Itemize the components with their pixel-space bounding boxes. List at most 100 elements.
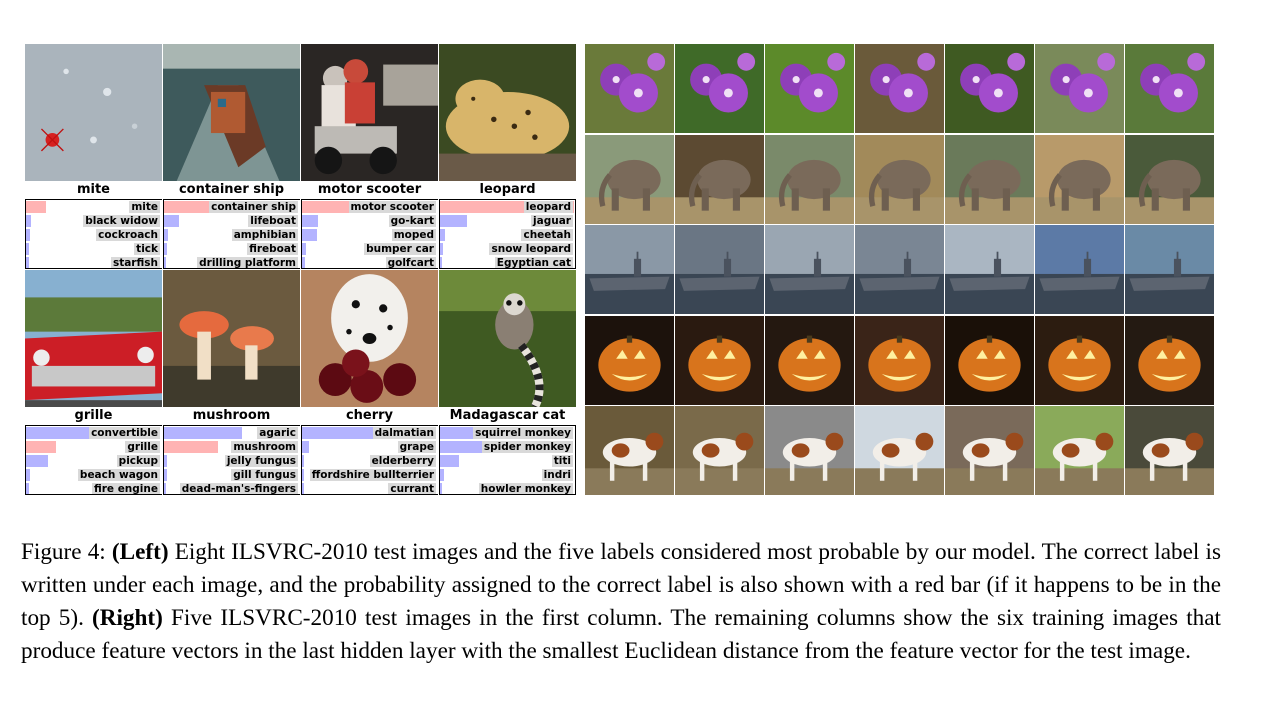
nearest-neighbor-image: [855, 225, 944, 314]
prediction-label: cockroach: [96, 229, 160, 241]
prediction-label: golfcart: [385, 257, 436, 269]
test-image: [25, 270, 162, 407]
prediction-label: leopard: [523, 201, 573, 213]
nearest-neighbor-image: [945, 134, 1034, 224]
probability-bar: [164, 243, 167, 255]
prediction-label: gill fungus: [231, 469, 298, 481]
prediction-row: bumper car: [302, 242, 438, 256]
correct-probability-bar: [164, 441, 218, 453]
test-image-cell: cherry dalmatian grape elderberry ffordshire…: [301, 270, 438, 495]
correct-label: mushroom: [163, 407, 300, 425]
prediction-label: indri: [541, 469, 573, 481]
prediction-label: lifeboat: [248, 215, 298, 227]
prediction-label: currant: [388, 483, 436, 495]
nearest-neighbor-image: [765, 406, 854, 495]
probability-bar: [440, 441, 485, 453]
prediction-row: tick: [26, 242, 162, 256]
test-image: [301, 44, 438, 181]
test-image: [163, 44, 300, 181]
nearest-neighbor-image: [1035, 44, 1124, 133]
prediction-label: tick: [134, 243, 160, 255]
probability-bar: [302, 441, 309, 453]
probability-bar: [440, 483, 442, 494]
prediction-row: grape: [302, 440, 438, 454]
left-panel: mite mite black widow cockroach tick starfish…: [25, 44, 578, 495]
nearest-neighbor-image: [855, 315, 944, 405]
prediction-row: jelly fungus: [164, 454, 300, 468]
prediction-label: snow leopard: [489, 243, 573, 255]
prediction-row: leopard: [440, 200, 575, 214]
prediction-label: agaric: [257, 427, 298, 439]
correct-probability-bar: [26, 201, 46, 213]
prediction-label: ffordshire bullterrier: [309, 469, 436, 481]
nearest-neighbor-image: [855, 134, 944, 224]
prediction-row: pickup: [26, 454, 162, 468]
test-image-cell: container ship container ship lifeboat amph…: [163, 44, 300, 269]
prediction-row: gill fungus: [164, 468, 300, 482]
correct-label: cherry: [301, 407, 438, 425]
nearest-neighbor-image: [855, 406, 944, 495]
query-test-image: [585, 44, 674, 133]
prediction-label: convertible: [89, 427, 160, 439]
probability-bar: [164, 257, 166, 268]
nearest-neighbor-image: [1125, 315, 1214, 405]
probability-bar: [26, 215, 31, 227]
prediction-row: squirrel monkey: [440, 426, 575, 440]
probability-bar: [26, 229, 30, 241]
prediction-row: currant: [302, 482, 438, 495]
prediction-list: dalmatian grape elderberry ffordshire bullt…: [301, 425, 438, 495]
prediction-label: mite: [129, 201, 160, 213]
prediction-row: go-kart: [302, 214, 438, 228]
prediction-label: grille: [125, 441, 160, 453]
test-image: [439, 270, 576, 407]
test-image: [25, 44, 162, 181]
prediction-label: black widow: [83, 215, 160, 227]
probability-bar: [440, 257, 442, 268]
probability-bar: [302, 483, 304, 494]
nearest-neighbor-image: [945, 44, 1034, 133]
probability-bar: [164, 229, 168, 241]
prediction-row: motor scooter: [302, 200, 438, 214]
probability-bar: [164, 483, 166, 494]
nearest-neighbor-image: [1035, 406, 1124, 495]
probability-bar: [440, 455, 459, 467]
probability-bar: [26, 469, 30, 481]
probability-bar: [26, 455, 48, 467]
prediction-row: lifeboat: [164, 214, 300, 228]
prediction-row: grille: [26, 440, 162, 454]
caption-text-2: Five ILSVRC-2010 test images in the firs…: [21, 605, 1221, 664]
test-image-cell: motor scooter motor scooter go-kart moped bu…: [301, 44, 438, 269]
prediction-label: fire engine: [91, 483, 160, 495]
prediction-label: jelly fungus: [224, 455, 298, 467]
prediction-row: starfish: [26, 256, 162, 268]
right-tag: (Right): [92, 605, 163, 631]
prediction-label: fireboat: [247, 243, 298, 255]
prediction-label: cheetah: [521, 229, 573, 241]
prediction-label: howler monkey: [478, 483, 573, 495]
nearest-neighbor-image: [945, 225, 1034, 314]
nearest-neighbor-image: [1035, 225, 1124, 314]
prediction-row: ffordshire bullterrier: [302, 468, 438, 482]
prediction-label: jaguar: [531, 215, 573, 227]
nearest-neighbor-image: [765, 134, 854, 224]
test-image: [301, 270, 438, 407]
probability-bar: [440, 469, 444, 481]
caption-text-1: Eight ILSVRC-2010 test images and the fi…: [21, 539, 1221, 631]
figure-caption: Figure 4: (Left) Eight ILSVRC-2010 test …: [21, 536, 1221, 668]
prediction-row: howler monkey: [440, 482, 575, 495]
query-test-image: [585, 225, 674, 314]
query-test-image: [585, 315, 674, 405]
prediction-row: fire engine: [26, 482, 162, 495]
probability-bar: [302, 257, 305, 268]
nearest-neighbor-image: [945, 315, 1034, 405]
prediction-row: fireboat: [164, 242, 300, 256]
probability-bar: [26, 257, 29, 268]
test-image-cell: grille convertible grille pickup beach wagon…: [25, 270, 162, 495]
nearest-neighbor-image: [675, 406, 764, 495]
figure-label: Figure 4:: [21, 539, 106, 565]
nearest-neighbor-image: [1035, 134, 1124, 224]
right-panel: [585, 44, 1215, 495]
probability-bar: [302, 229, 317, 241]
probability-bar: [164, 455, 167, 467]
probability-bar: [164, 469, 167, 481]
